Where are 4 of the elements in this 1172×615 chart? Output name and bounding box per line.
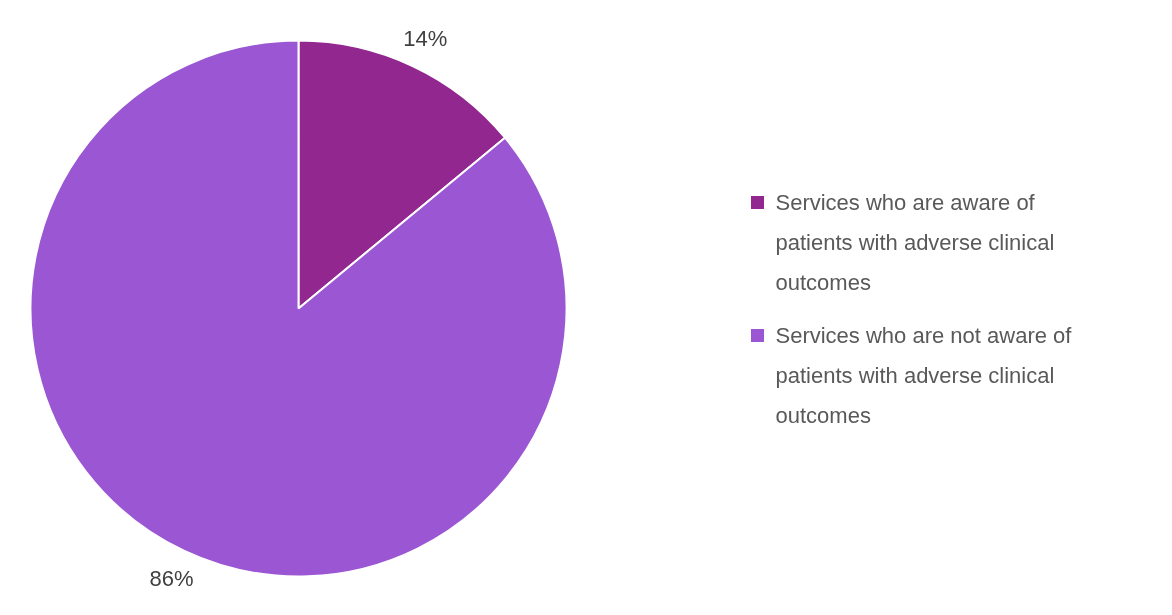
data-label: 86% [149, 565, 194, 591]
legend-label: Services who are not aware of patients with adverse clinical outcomes [775, 323, 1073, 428]
data-label: 14% [403, 26, 448, 52]
legend-label: Services who are aware of patients with adverse clinical outcomes [775, 190, 1055, 295]
